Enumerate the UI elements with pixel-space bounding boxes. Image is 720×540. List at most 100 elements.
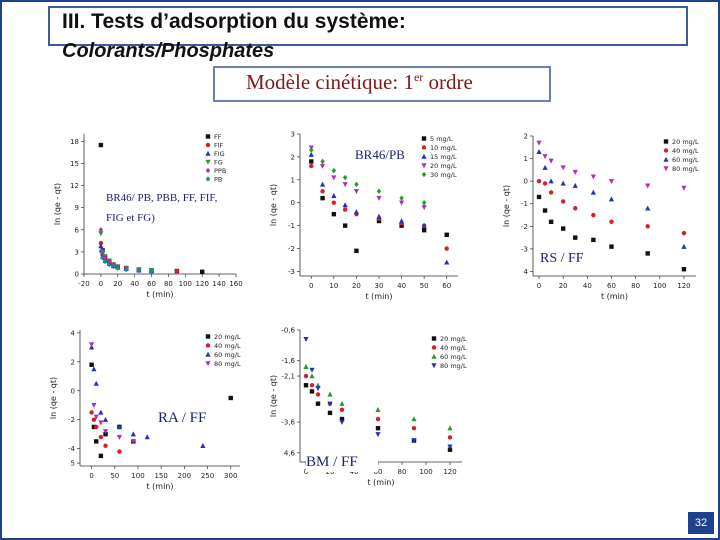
y-tick-label: -3,6 — [281, 419, 295, 427]
x-tick-label: 140 — [212, 280, 225, 288]
legend-marker — [663, 156, 669, 162]
data-point — [136, 267, 142, 274]
data-point — [536, 178, 542, 184]
data-point — [447, 425, 453, 431]
y-tick-label: 2 — [71, 358, 75, 366]
x-tick-label: 120 — [443, 468, 456, 476]
page-number: 32 — [688, 512, 714, 534]
data-point — [320, 195, 325, 201]
legend-label: 30 mg/L — [430, 171, 457, 179]
legend-label: 10 mg/L — [430, 144, 457, 152]
data-point — [315, 392, 321, 397]
data-point — [117, 449, 122, 454]
y-axis-label: ln (qe - qt) — [502, 185, 511, 227]
data-point — [327, 391, 333, 397]
x-axis-label: t (min) — [146, 290, 173, 299]
data-point — [94, 424, 99, 430]
x-tick-label: 250 — [201, 472, 214, 480]
legend-marker — [431, 336, 437, 341]
legend-marker — [421, 153, 427, 159]
data-point — [130, 431, 136, 437]
data-point — [98, 434, 104, 440]
data-point — [376, 218, 382, 224]
legend-label: 40 mg/L — [672, 147, 699, 155]
y-tick-label: 4 — [524, 268, 529, 276]
y-tick-label: -1,6 — [281, 357, 295, 365]
data-point — [548, 219, 554, 225]
data-point — [681, 185, 687, 191]
data-point — [339, 400, 345, 406]
legend-label: 5 mg/L — [430, 135, 453, 143]
y-tick-label: -3 — [521, 245, 528, 253]
data-point — [548, 158, 554, 164]
y-tick-label: -4 — [68, 445, 76, 453]
data-point — [421, 199, 427, 206]
chart-annotation-c4: RA / FF — [158, 408, 226, 428]
data-point — [590, 189, 596, 195]
legend-marker — [205, 167, 211, 174]
data-point — [331, 211, 337, 217]
data-point — [88, 342, 95, 348]
data-point — [645, 251, 650, 256]
y-tick-label: 12 — [70, 182, 79, 190]
data-point — [609, 244, 614, 249]
legend-label: 60 mg/L — [440, 353, 467, 361]
x-tick-label: 100 — [131, 472, 144, 480]
data-point — [411, 426, 417, 431]
legend-marker — [431, 353, 437, 359]
data-point — [444, 232, 449, 237]
x-tick-label: 80 — [164, 280, 173, 288]
data-point — [327, 401, 333, 407]
data-point — [398, 200, 405, 206]
data-point — [339, 407, 345, 413]
x-tick-label: 0 — [89, 472, 93, 480]
slide-subtitle: Colorants/Phosphates — [62, 40, 275, 62]
legend-marker — [421, 145, 427, 150]
legend-marker — [663, 139, 669, 144]
legend-marker — [431, 345, 437, 350]
data-point — [149, 268, 154, 274]
y-axis-label: ln (qe - qt) — [53, 183, 62, 225]
data-point — [308, 151, 314, 157]
x-tick-label: 60 — [374, 468, 383, 476]
legend-marker — [205, 361, 211, 367]
x-tick-label: 20 — [352, 282, 361, 290]
data-point — [320, 189, 325, 194]
legend-marker — [205, 159, 211, 165]
data-point — [98, 142, 104, 148]
y-tick-label: -1 — [521, 200, 528, 208]
data-point — [102, 254, 108, 260]
data-point — [375, 432, 381, 438]
chart-annotation-c5: BM / FF — [306, 452, 378, 472]
y-tick-label: -2 — [68, 416, 75, 424]
x-tick-label: 0 — [99, 280, 103, 288]
legend-label: 80 mg/L — [214, 360, 241, 368]
legend-label: 40 mg/L — [214, 342, 241, 350]
data-point — [645, 183, 651, 189]
data-point — [645, 224, 650, 229]
data-point — [339, 419, 345, 425]
legend-marker — [205, 343, 211, 348]
data-point — [542, 181, 548, 186]
data-point — [572, 169, 578, 175]
data-point — [542, 164, 548, 170]
title-box — [48, 6, 688, 46]
data-point — [342, 182, 348, 188]
data-point — [98, 248, 104, 254]
data-point — [100, 254, 105, 261]
data-point — [411, 438, 417, 444]
x-tick-label: 20 — [326, 468, 335, 476]
model-sup: er — [413, 70, 424, 84]
data-point — [98, 420, 104, 426]
x-axis-label: t (min) — [365, 292, 392, 301]
data-point — [573, 235, 578, 240]
data-point — [91, 424, 97, 430]
x-tick-label: 100 — [179, 280, 192, 288]
data-point — [331, 167, 337, 174]
x-tick-label: 0 — [537, 282, 541, 290]
x-axis-label: t (min) — [367, 478, 394, 487]
x-tick-label: 20 — [113, 280, 122, 288]
legend-label: FG — [214, 159, 223, 167]
data-point — [342, 223, 348, 228]
data-point — [309, 147, 314, 153]
